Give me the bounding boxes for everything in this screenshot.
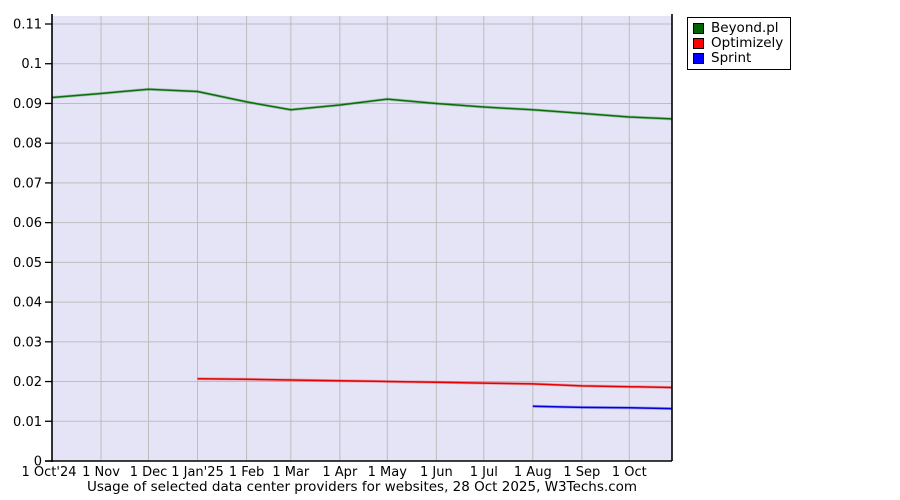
series-line-sprint xyxy=(532,405,673,410)
x-tick-label: 1 Oct xyxy=(612,465,647,480)
legend-swatch-icon xyxy=(693,38,704,49)
y-tick-label: 0.08 xyxy=(13,137,42,152)
y-tick-label: 0.05 xyxy=(13,256,42,271)
legend-item-optimizely: Optimizely xyxy=(693,36,783,51)
y-tick-label: 0.02 xyxy=(13,375,42,390)
legend-swatch-icon xyxy=(693,23,704,34)
x-tick-label: 1 Jul xyxy=(470,465,498,480)
y-tick-label: 0.09 xyxy=(13,97,42,112)
x-tick-label: 1 Apr xyxy=(322,465,358,480)
x-tick-label: 1 Aug xyxy=(514,465,552,480)
y-tick-label: 0.1 xyxy=(21,57,42,72)
y-tick-label: 0.11 xyxy=(13,18,42,33)
legend-label: Optimizely xyxy=(711,35,784,51)
chart-title: Usage of selected data center providers … xyxy=(86,479,638,495)
y-tick-label: 0 xyxy=(34,455,42,470)
series-line-optimizely xyxy=(197,378,673,389)
x-tick-label: 1 Nov xyxy=(82,465,120,480)
legend-swatch-icon xyxy=(693,53,704,64)
series-line-beyond-pl xyxy=(51,88,673,120)
y-tick-label: 0.07 xyxy=(13,176,42,191)
y-tick-label: 0.04 xyxy=(13,296,42,311)
legend-item-sprint: Sprint xyxy=(693,51,783,66)
y-tick-label: 0.06 xyxy=(13,216,42,231)
legend: Beyond.pl Optimizely Sprint xyxy=(687,17,792,70)
x-tick-label: 1 Sep xyxy=(563,465,600,480)
y-tick-label: 0.03 xyxy=(13,335,42,350)
y-tick-label: 0.01 xyxy=(13,415,42,430)
legend-item-beyond-pl: Beyond.pl xyxy=(693,21,783,36)
legend-label: Beyond.pl xyxy=(711,20,779,36)
legend-label: Sprint xyxy=(711,50,752,66)
x-tick-label: 1 Jan'25 xyxy=(171,465,224,480)
x-tick-label: 1 Dec xyxy=(130,465,168,480)
x-tick-label: 1 Oct'24 xyxy=(22,465,77,480)
plot-area xyxy=(52,16,672,461)
x-tick-label: 1 Feb xyxy=(229,465,264,480)
x-tick-label: 1 May xyxy=(368,465,408,480)
x-tick-label: 1 Jun xyxy=(420,465,453,480)
x-tick-label: 1 Mar xyxy=(272,465,310,480)
